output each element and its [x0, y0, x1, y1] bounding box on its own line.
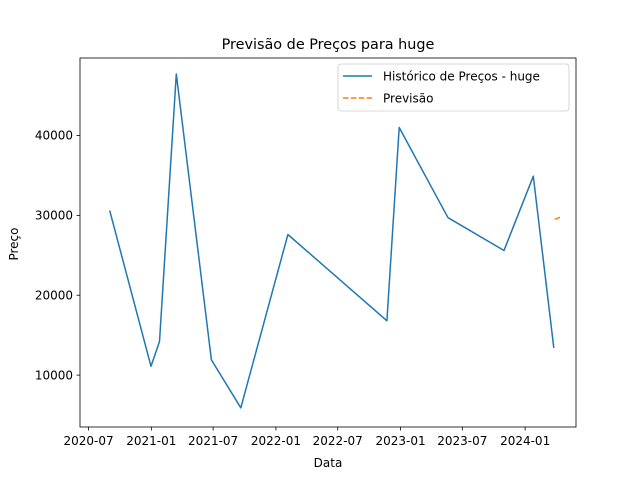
legend-label-1: Previsão: [383, 91, 433, 105]
y-axis: 10000 20000 30000 40000: [35, 129, 80, 382]
x-axis: 2020-07 2021-01 2021-07 2022-01 2022-07 2023-…: [63, 427, 550, 448]
legend-label-0: Histórico de Preços - huge: [383, 69, 540, 83]
plot-area: [79, 57, 577, 428]
x-axis-title: Data: [314, 456, 343, 470]
x-tick-label: 2024-01: [500, 434, 550, 448]
x-tick-label: 2020-07: [63, 434, 113, 448]
x-tick-label: 2022-07: [313, 434, 363, 448]
y-tick-label: 10000: [35, 368, 73, 382]
x-tick-label: 2021-01: [126, 434, 176, 448]
y-tick-label: 20000: [35, 288, 73, 302]
x-tick-label: 2021-07: [188, 434, 238, 448]
x-tick-label: 2022-01: [251, 434, 301, 448]
series-line-0: [108, 73, 555, 409]
x-tick-label: 2023-01: [375, 434, 425, 448]
y-tick-label: 40000: [35, 129, 73, 143]
series-line-1: [554, 216, 562, 220]
plot-frame: [79, 57, 577, 428]
legend: Histórico de Preços - huge Previsão: [337, 63, 570, 112]
chart-title: Previsão de Preços para huge: [222, 37, 435, 53]
y-axis-title: Preço: [7, 227, 21, 260]
legend-box: [337, 63, 570, 112]
x-tick-label: 2023-07: [437, 434, 487, 448]
y-tick-label: 30000: [35, 209, 73, 223]
